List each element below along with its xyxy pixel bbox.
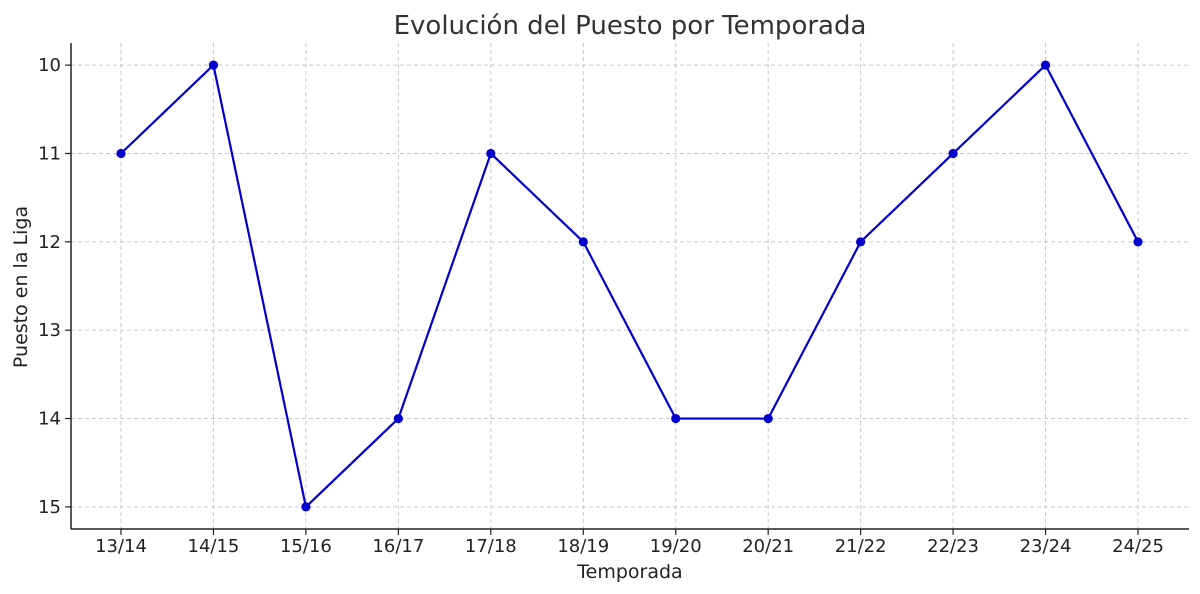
series-points — [116, 60, 1143, 512]
x-tick-label: 19/20 — [650, 536, 702, 557]
series-line-path — [120, 63, 1139, 509]
series-line — [120, 63, 1139, 509]
x-axis-label: Temporada — [576, 561, 682, 583]
chart-title: Evolución del Puesto por Temporada — [394, 11, 867, 41]
x-tick-label: 15/16 — [280, 536, 332, 557]
data-point — [948, 148, 958, 159]
x-tick-label: 20/21 — [742, 536, 794, 557]
data-point — [671, 413, 681, 424]
y-tick-label: 14 — [38, 409, 61, 430]
data-point — [116, 148, 126, 159]
y-axis-label: Puesto en la Liga — [10, 206, 32, 368]
y-tick-label: 11 — [38, 143, 61, 164]
x-tick-label: 16/17 — [372, 536, 424, 557]
data-point — [393, 413, 403, 424]
y-axis-ticks: 10 11 12 13 14 15 — [38, 55, 71, 518]
y-tick-label: 12 — [38, 232, 61, 253]
y-tick-label: 13 — [38, 320, 61, 341]
y-tick-label: 15 — [38, 497, 61, 518]
x-tick-label: 24/25 — [1112, 536, 1164, 557]
data-point — [208, 60, 219, 70]
data-point — [763, 413, 773, 424]
data-point — [856, 237, 866, 247]
x-tick-label: 13/14 — [95, 536, 147, 557]
x-tick-label: 18/19 — [557, 536, 609, 557]
grid — [71, 43, 1189, 529]
data-point — [1133, 237, 1143, 247]
x-axis-ticks: 13/14 14/15 15/16 16/17 17/18 18/19 19/20 20/21… — [95, 529, 1164, 557]
data-point — [1040, 60, 1051, 70]
x-tick-label: 21/22 — [835, 536, 887, 557]
x-tick-label: 23/24 — [1020, 536, 1072, 557]
data-point — [301, 502, 311, 512]
x-tick-label: 22/23 — [927, 536, 979, 557]
y-tick-label: 10 — [38, 55, 61, 76]
data-point — [486, 148, 496, 159]
data-point — [578, 237, 588, 247]
x-tick-label: 14/15 — [188, 536, 240, 557]
x-tick-label: 17/18 — [465, 536, 517, 557]
axes-frame — [70, 43, 1189, 530]
